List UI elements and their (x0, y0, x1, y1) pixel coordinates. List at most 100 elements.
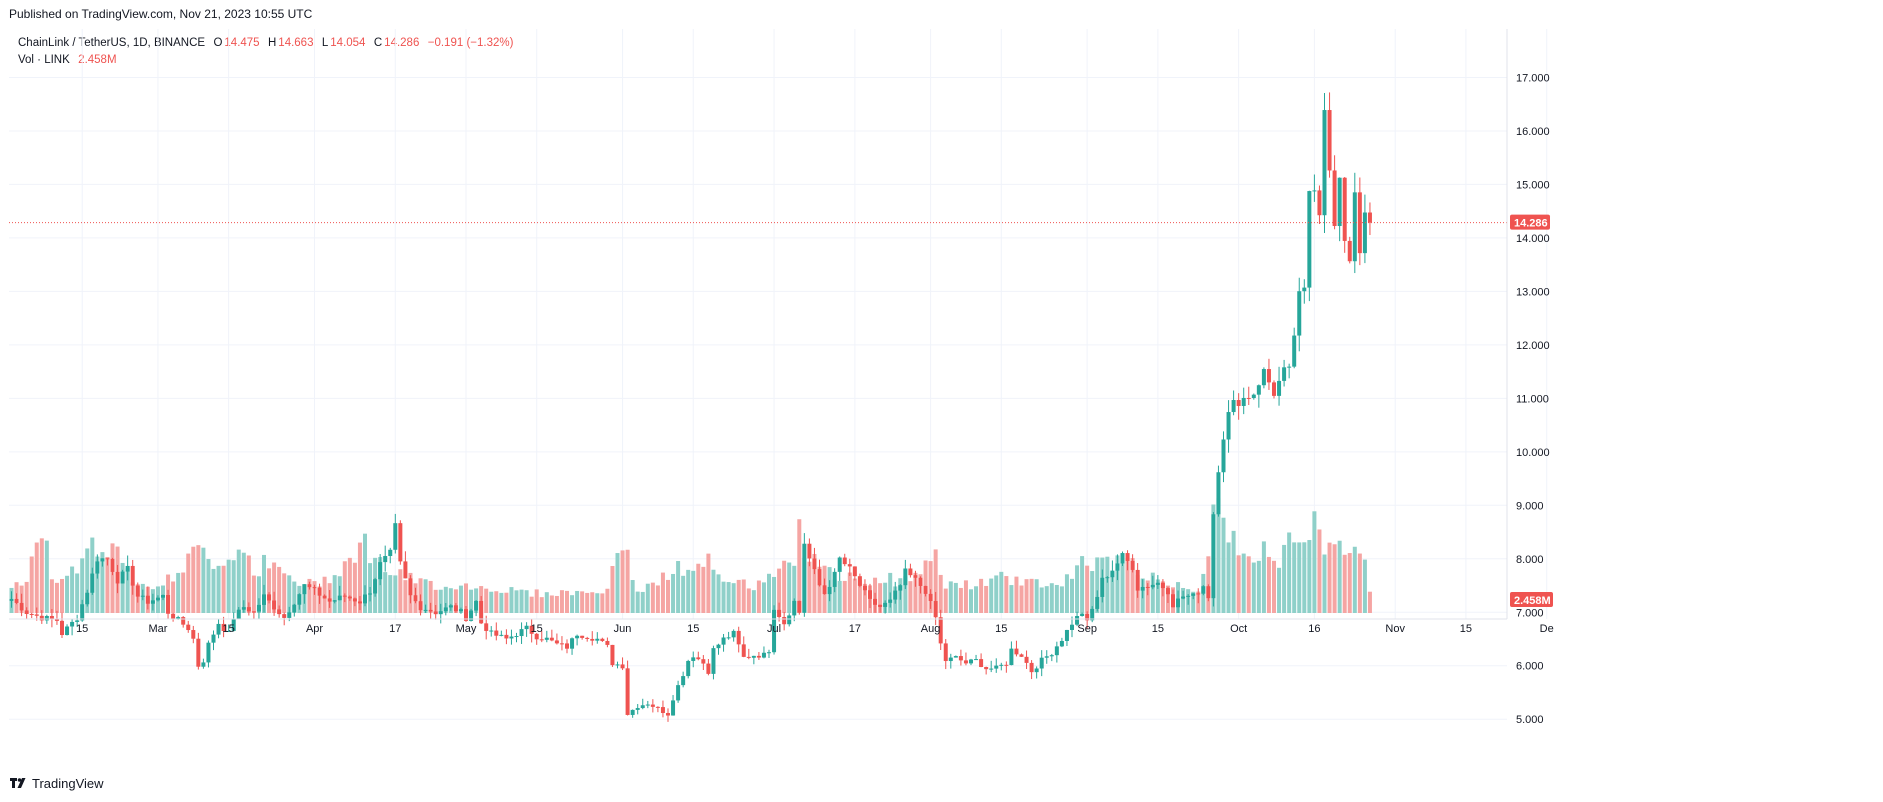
candle-body (862, 585, 867, 591)
volume-bar (307, 578, 312, 613)
volume-bar (1282, 544, 1287, 613)
candle-body (24, 610, 29, 614)
candle-body (60, 620, 64, 636)
time-axis[interactable]: 15 Mar 15 Apr 17 May 15 Jun 15 Jul 17 Aug 15 Sep 15 Oct… (9, 618, 1554, 635)
volume-bar (236, 549, 241, 613)
candle-body (1085, 613, 1090, 621)
candle-body (226, 630, 231, 632)
tradingview-footer[interactable]: TradingView (10, 776, 104, 791)
volume-bar (504, 592, 509, 613)
candle-body (660, 707, 665, 713)
volume-bar (1367, 591, 1372, 613)
candle-body (443, 607, 448, 612)
candle-body (691, 657, 696, 661)
candle-body (731, 630, 736, 638)
candle-body (948, 657, 953, 662)
price-axis[interactable]: 18.000 17.000 16.000 15.000 14.000 13.000 12.0… (1506, 29, 1553, 726)
time-tick-label: 15 (1152, 623, 1164, 635)
volume-bar (953, 582, 958, 613)
volume-bar (393, 575, 398, 613)
volume-bar (231, 560, 236, 613)
close-label: C (373, 37, 383, 49)
candle-body (1080, 613, 1085, 617)
volume-bar (565, 590, 569, 613)
volume-bar (736, 579, 741, 613)
candle-body (49, 615, 54, 619)
candle-body (1342, 177, 1347, 241)
volume-bar (469, 589, 474, 613)
volume-bar (1019, 585, 1024, 613)
candle-body (615, 664, 620, 666)
candle-body (1277, 380, 1282, 396)
volume-bar (1226, 542, 1231, 613)
volume-bar (39, 538, 44, 613)
volume-bar (1110, 572, 1115, 613)
candle-body (1160, 582, 1165, 589)
volume-bar (554, 595, 559, 613)
candle-body (726, 637, 731, 639)
candle-body (272, 600, 277, 610)
volume-bar (630, 580, 635, 613)
candle-body (398, 523, 403, 562)
candle-body (1009, 648, 1014, 666)
volume-bar (44, 540, 49, 613)
chart-legend: ChainLink / TetherUS, 1D, BINANCE O 14.47… (18, 35, 515, 69)
volume-bar (938, 574, 943, 613)
volume-bar (332, 575, 337, 613)
candle-body (155, 597, 160, 601)
volume-bar (1307, 540, 1312, 613)
candle-body (44, 615, 49, 621)
volume-bar (1241, 553, 1246, 613)
price-tick-label: 6.000 (1516, 661, 1544, 673)
volume-bar (1064, 574, 1069, 613)
volume-bar (847, 572, 852, 613)
candle-body (1191, 593, 1196, 596)
candle-body (332, 600, 337, 602)
candle-body (1024, 656, 1029, 663)
time-tick-label: 15 (531, 623, 543, 635)
candle-body (524, 625, 529, 630)
candle-body (1231, 400, 1236, 413)
volume-bar (1272, 560, 1276, 613)
last-price-label: 14.286 (1514, 218, 1548, 230)
candle-body (1054, 646, 1059, 656)
candle-body (711, 648, 716, 674)
volume-bar (903, 576, 908, 613)
volume-bar (605, 588, 610, 613)
volume-bar (499, 592, 504, 613)
volume-bar (1009, 585, 1014, 613)
candle-body (90, 573, 95, 593)
candle-body (1105, 577, 1110, 579)
candle-body (575, 635, 580, 639)
candle-body (474, 600, 479, 611)
volume-bar (1317, 529, 1322, 613)
volume-bar (267, 568, 272, 613)
price-chart[interactable]: 18.000 17.000 16.000 15.000 14.000 13.000 12.0… (9, 29, 1882, 767)
grid (9, 29, 1548, 720)
candle-body (746, 656, 751, 658)
volume-bar (1261, 541, 1266, 613)
candle-body (1327, 110, 1332, 171)
candle-body (251, 611, 256, 613)
candle-body (847, 564, 852, 567)
volume-bar (443, 586, 448, 613)
volume-bar (201, 547, 206, 613)
price-tick-label: 14.000 (1516, 233, 1550, 245)
volume-bar (1090, 571, 1095, 613)
volume-bar (1287, 532, 1292, 613)
candle-body (95, 561, 100, 574)
low-label: L (321, 37, 329, 49)
volume-bar (1256, 560, 1261, 613)
high-label: H (267, 37, 277, 49)
candle-body (777, 609, 782, 618)
candle-body (756, 655, 761, 658)
candle-body (241, 607, 246, 610)
volume-bar (438, 589, 443, 613)
volume-bar (1231, 530, 1236, 613)
tradingview-brand: TradingView (32, 776, 104, 791)
candle-body (458, 609, 463, 612)
candle-body (565, 643, 569, 649)
volume-bar (519, 589, 524, 613)
candle-body (489, 630, 494, 632)
volume-bar (1150, 572, 1155, 613)
